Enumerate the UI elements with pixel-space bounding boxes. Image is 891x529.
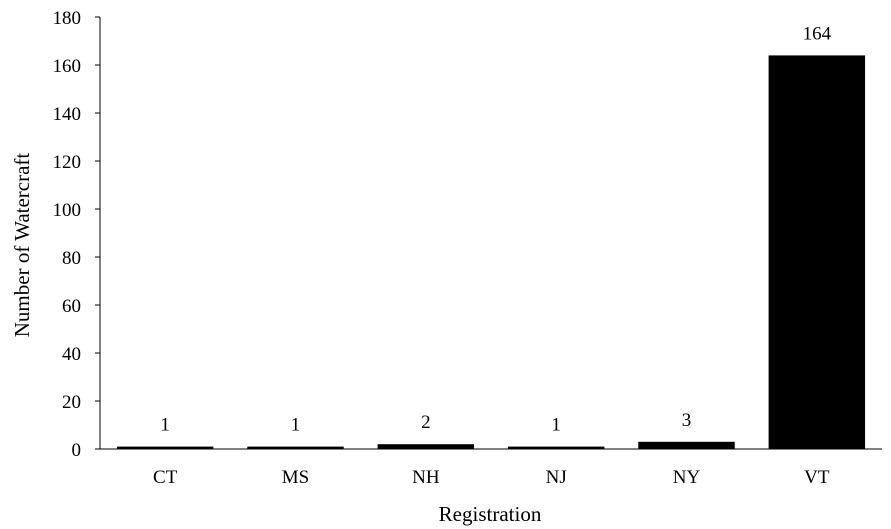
- x-axis-title: Registration: [439, 502, 542, 526]
- y-tick-label: 160: [53, 56, 82, 77]
- y-tick-label: 120: [53, 152, 82, 173]
- bar-ct: [116, 446, 214, 449]
- x-tick-label: VT: [804, 467, 830, 488]
- data-label: 1: [291, 415, 301, 436]
- y-axis-title: Number of Watercraft: [10, 153, 34, 338]
- y-tick-label: 60: [62, 296, 81, 317]
- y-tick-label: 0: [72, 440, 82, 461]
- bar-nj: [507, 446, 605, 449]
- x-tick-label: NY: [673, 467, 701, 488]
- x-axis: CT MS NH NJ NY VT: [100, 448, 882, 488]
- data-label: 1: [160, 415, 170, 436]
- data-label: 2: [421, 412, 431, 433]
- y-tick-label: 40: [62, 344, 81, 365]
- x-tick-label: CT: [153, 467, 178, 488]
- y-tick-label: 180: [53, 8, 82, 29]
- data-label: 1: [551, 415, 561, 436]
- y-tick-label: 20: [62, 392, 81, 413]
- x-tick-label: MS: [282, 467, 309, 488]
- bar-vt: [768, 55, 866, 450]
- y-tick-label: 80: [62, 248, 81, 269]
- y-tick-label: 100: [53, 200, 82, 221]
- bar-ms: [247, 446, 344, 449]
- data-label: 3: [682, 410, 692, 431]
- data-labels: 1 1 2 1 3 164: [160, 23, 831, 435]
- data-label: 164: [803, 23, 832, 44]
- bar-series: [116, 55, 866, 450]
- bar-ny: [638, 441, 735, 449]
- y-tick-label: 140: [53, 104, 82, 125]
- x-tick-label: NJ: [546, 467, 567, 488]
- x-tick-label: NH: [412, 467, 440, 488]
- bar-nh: [377, 444, 475, 449]
- y-axis: 0 20 40 60 80 100 120 140 160 180: [53, 8, 101, 461]
